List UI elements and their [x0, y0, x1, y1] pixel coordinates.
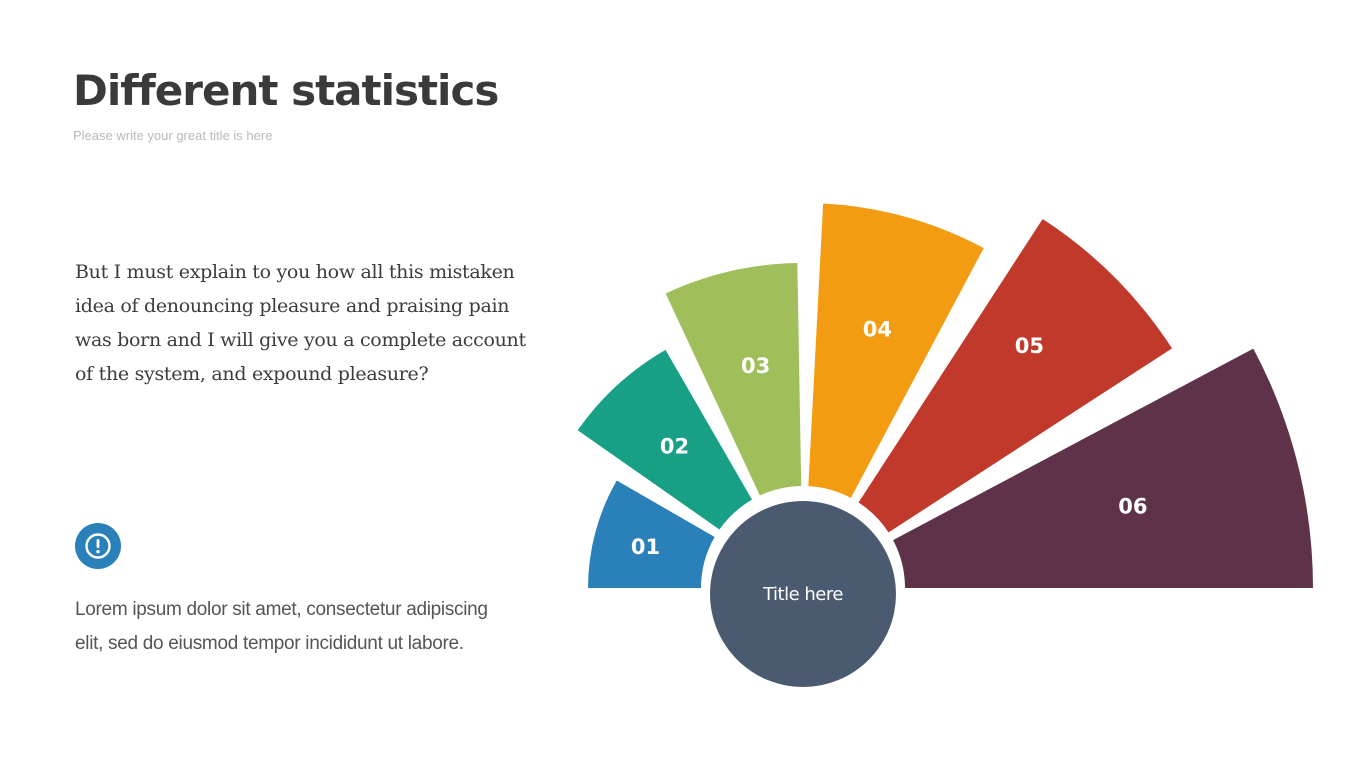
fan-segment-label-02: 02	[660, 434, 689, 458]
lorem-paragraph: Lorem ipsum dolor sit amet, consectetur …	[75, 599, 488, 654]
fan-segment-03	[665, 263, 802, 496]
page-title: Different statistics	[73, 66, 499, 115]
fan-segment-label-04: 04	[863, 317, 892, 341]
fan-segment-05	[858, 218, 1173, 533]
fan-segment-01	[588, 480, 715, 588]
hub-label: Title here	[762, 584, 843, 605]
fan-segment-label-03: 03	[741, 354, 770, 378]
page-subtitle: Please write your great title is here	[73, 128, 273, 143]
exclamation-circle-icon	[75, 523, 121, 569]
diagram-hub	[710, 501, 896, 687]
fan-segment-label-01: 01	[631, 535, 660, 559]
fan-segment-label-06: 06	[1118, 495, 1147, 519]
fan-segment-label-05: 05	[1015, 334, 1044, 358]
fan-segment-06	[893, 348, 1313, 588]
intro-paragraph: But I must explain to you how all this m…	[75, 261, 526, 385]
fan-segment-04	[808, 203, 984, 498]
fan-segment-02	[577, 349, 752, 530]
